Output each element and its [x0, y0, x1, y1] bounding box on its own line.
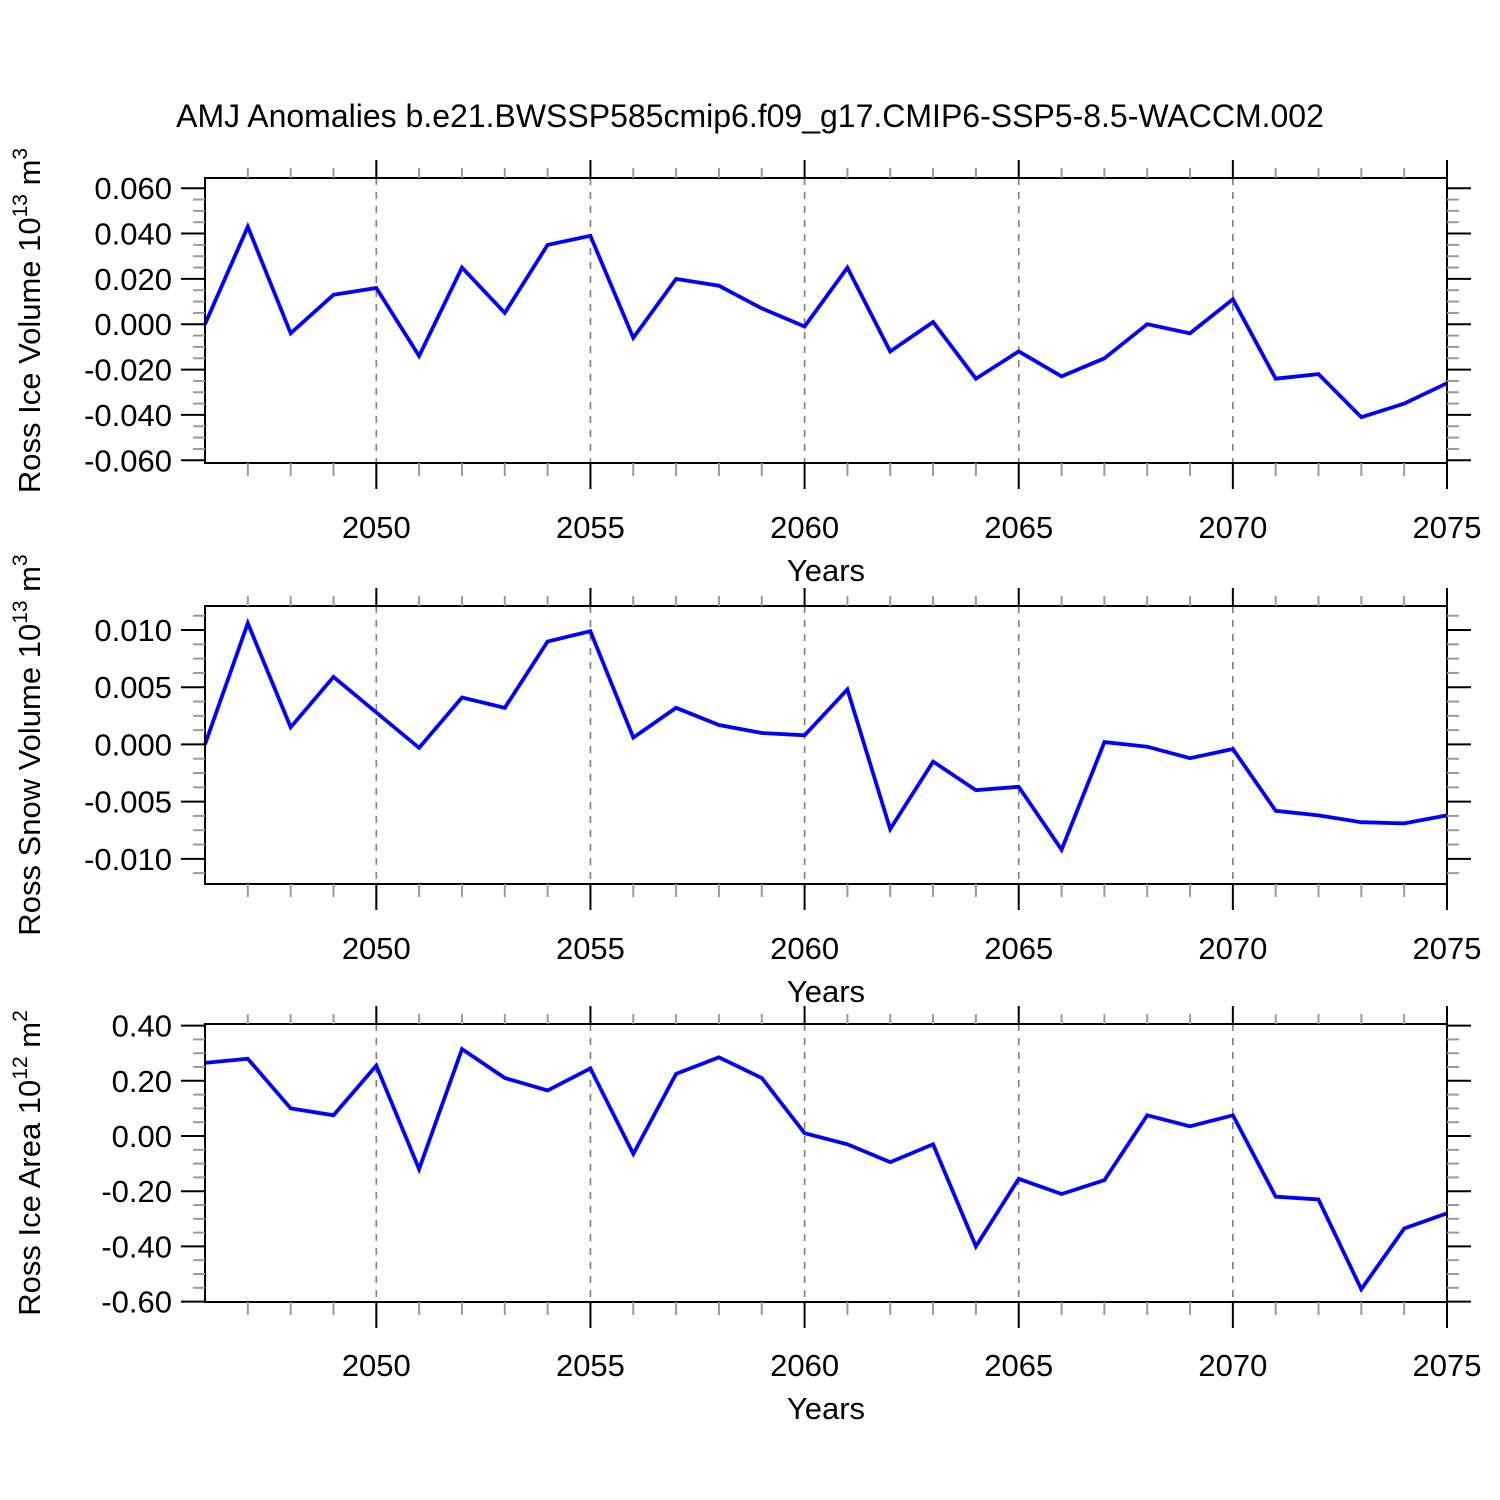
- x-ticks: [246, 588, 1448, 910]
- y-tick-label: 0.20: [112, 1064, 172, 1099]
- x-tick-labels: 2050 2055 2060 2065 2070 2075: [342, 931, 1482, 966]
- y-tick-label: -0.040: [84, 398, 172, 433]
- data-line-ross-ice-area: [204, 1046, 1448, 1293]
- y-tick-label: -0.60: [101, 1285, 172, 1320]
- x-tick-labels: 2050 2055 2060 2065 2070 2075: [342, 1348, 1482, 1383]
- y-axis-title: Ross Snow Volume 1013 m3: [9, 554, 47, 935]
- x-tick-label: 2070: [1198, 1348, 1267, 1383]
- x-tick-labels: 2050 2055 2060 2065 2070 2075: [342, 510, 1482, 545]
- plot-frame: [204, 1023, 1448, 1303]
- y-tick-label: 0.000: [94, 727, 172, 762]
- y-axis-title: Ross Ice Area 1012 m2: [9, 1010, 47, 1316]
- x-tick-label: 2050: [342, 510, 411, 545]
- x-tick-label: 2060: [770, 1348, 839, 1383]
- x-ticks: [246, 1006, 1448, 1328]
- x-axis-title: Years: [787, 974, 865, 1009]
- y-tick-label: -0.005: [84, 785, 172, 820]
- x-tick-label: 2055: [556, 1348, 625, 1383]
- plot-frame: [204, 605, 1448, 885]
- x-tick-label: 2060: [770, 510, 839, 545]
- y-tick-label: 0.005: [94, 670, 172, 705]
- x-tick-label: 2050: [342, 1348, 411, 1383]
- y-ticks: [181, 1024, 1471, 1303]
- y-tick-label: 0.010: [94, 613, 172, 648]
- y-ticks: [181, 614, 1471, 875]
- y-tick-label: -0.020: [84, 353, 172, 388]
- y-tick-label: 0.000: [94, 307, 172, 342]
- x-tick-label: 2055: [556, 931, 625, 966]
- panel-ross-ice-volume: 0.060 0.040 0.020 0.000 -0.020 -0.040 -0.060 20…: [9, 148, 1481, 588]
- x-tick-label: 2050: [342, 931, 411, 966]
- y-tick-label: -0.40: [101, 1229, 172, 1264]
- y-axis-title: Ross Ice Volume 1013 m3: [9, 148, 47, 493]
- y-tick-labels: 0.40 0.20 0.00 -0.20 -0.40 -0.60: [101, 1009, 172, 1320]
- y-tick-label: 0.040: [94, 217, 172, 252]
- data-line-ross-snow-volume: [203, 617, 1448, 854]
- y-tick-label: -0.060: [84, 443, 172, 478]
- y-tick-label: 0.060: [94, 171, 172, 206]
- x-ticks: [246, 160, 1448, 489]
- x-axis-title: Years: [787, 1391, 865, 1426]
- x-tick-label: 2070: [1198, 510, 1267, 545]
- x-tick-label: 2065: [984, 510, 1053, 545]
- plot-frame: [204, 177, 1448, 464]
- x-tick-label: 2075: [1413, 1348, 1482, 1383]
- y-tick-label: 0.020: [94, 262, 172, 297]
- y-tick-labels: 0.060 0.040 0.020 0.000 -0.020 -0.040 -0.060: [84, 171, 172, 478]
- x-tick-label: 2075: [1413, 510, 1482, 545]
- x-tick-label: 2065: [984, 1348, 1053, 1383]
- x-tick-label: 2065: [984, 931, 1053, 966]
- figure-title: AMJ Anomalies b.e21.BWSSP585cmip6.f09_g1…: [176, 98, 1324, 134]
- y-tick-labels: 0.010 0.005 0.000 -0.005 -0.010: [84, 613, 172, 877]
- x-tick-label: 2075: [1413, 931, 1482, 966]
- x-tick-label: 2070: [1198, 931, 1267, 966]
- y-ticks: [181, 187, 1471, 462]
- gridlines: [375, 178, 1234, 463]
- data-line-ross-ice-volume: [203, 221, 1448, 420]
- gridlines: [375, 606, 1234, 884]
- gridlines: [375, 1024, 1234, 1302]
- y-tick-label: 0.00: [112, 1119, 172, 1154]
- y-tick-label: -0.20: [101, 1174, 172, 1209]
- y-tick-label: 0.40: [112, 1009, 172, 1044]
- y-tick-label: -0.010: [84, 842, 172, 877]
- x-tick-label: 2060: [770, 931, 839, 966]
- x-axis-title: Years: [787, 553, 865, 588]
- x-tick-label: 2055: [556, 510, 625, 545]
